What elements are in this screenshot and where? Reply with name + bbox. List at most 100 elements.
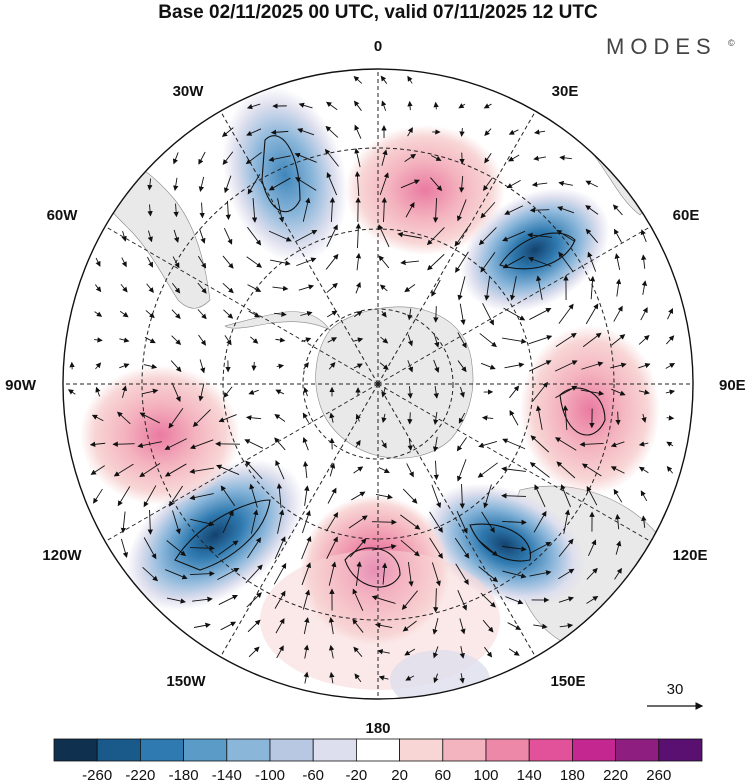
wind-vector — [405, 201, 415, 218]
wind-vector — [610, 362, 627, 369]
wind-vector — [459, 303, 466, 326]
wind-vector — [245, 152, 262, 165]
wind-vector — [529, 207, 550, 213]
wind-vector — [407, 75, 413, 84]
wind-vector — [274, 437, 286, 451]
wind-vector — [430, 177, 443, 192]
wind-vector — [145, 310, 155, 319]
wind-vector — [328, 616, 335, 635]
wind-vector — [274, 311, 287, 317]
wind-vector — [478, 227, 497, 246]
lon-label-150w: 150W — [166, 673, 206, 690]
wind-vector — [554, 360, 578, 372]
wind-vector — [94, 311, 103, 317]
wind-vector — [275, 459, 285, 480]
wind-vector — [198, 176, 205, 192]
wind-vector — [433, 386, 439, 399]
wind-vector — [613, 228, 622, 243]
wind-vector — [431, 562, 441, 587]
wind-vector — [502, 337, 527, 344]
wind-vector — [641, 280, 648, 295]
lon-label-150e: 150E — [550, 673, 585, 690]
wind-vector — [378, 255, 390, 269]
wind-vector — [353, 466, 364, 474]
wind-vector — [329, 462, 336, 477]
wind-vector — [431, 279, 441, 297]
wind-vector — [379, 172, 389, 196]
wind-vector — [297, 128, 315, 136]
wind-vector — [120, 511, 127, 534]
wind-vector — [164, 463, 187, 477]
wind-vector — [586, 567, 598, 580]
colorbar-tick-label: 60 — [434, 767, 451, 783]
wind-vector — [614, 567, 622, 580]
wind-vector — [484, 646, 493, 658]
wind-vector — [433, 306, 439, 323]
wind-vector — [381, 413, 387, 423]
colorbar-swatch — [528, 738, 573, 762]
colorbar-tick-label: -140 — [212, 767, 242, 783]
wind-vector — [586, 596, 599, 604]
wind-vector — [454, 537, 470, 559]
wind-vector — [171, 382, 181, 402]
wind-vector — [166, 597, 186, 604]
wind-vector — [197, 282, 207, 294]
wind-vector — [455, 563, 469, 585]
wind-vector — [94, 337, 103, 343]
wind-vector — [304, 485, 310, 506]
wind-vector — [558, 180, 573, 187]
wind-vector — [459, 646, 465, 659]
wind-vector — [480, 362, 496, 370]
wind-vector — [296, 257, 317, 267]
wind-vector — [303, 617, 310, 635]
wind-vector — [247, 226, 262, 246]
wind-vector — [372, 519, 397, 525]
wind-vector — [427, 253, 445, 271]
meridian-line — [220, 110, 379, 385]
wind-vector — [400, 179, 420, 189]
wind-vector — [529, 462, 550, 478]
wind-vector — [407, 437, 413, 451]
wind-vector — [459, 176, 465, 193]
wind-vector — [404, 648, 416, 656]
wind-vector — [270, 129, 289, 135]
wind-vector — [372, 544, 397, 551]
wind-vector — [348, 515, 368, 529]
wind-vector — [638, 389, 650, 395]
colorbar-swatch — [269, 738, 314, 762]
wind-vector — [456, 199, 467, 222]
wind-vector — [223, 309, 234, 319]
wind-vector — [147, 204, 153, 217]
wind-vector — [459, 618, 466, 635]
wind-vector — [355, 281, 361, 294]
wind-vector — [192, 596, 213, 603]
wind-vector — [555, 437, 577, 451]
wind-vector — [381, 100, 387, 111]
wind-vector — [397, 232, 422, 239]
wind-vector — [641, 413, 647, 423]
wind-vector — [381, 149, 388, 166]
colorbar-tick-label: 20 — [391, 767, 408, 783]
wind-vector — [504, 205, 524, 215]
contour-lines — [174, 135, 606, 588]
wind-vector — [272, 285, 289, 292]
antarctic-peninsula — [224, 311, 331, 331]
wind-vector — [171, 282, 181, 294]
wind-vector — [91, 414, 104, 422]
wind-vector — [456, 437, 468, 452]
meridian-line — [220, 383, 379, 658]
wind-vector — [613, 305, 623, 322]
wind-vector — [328, 561, 337, 586]
wind-vector — [300, 311, 313, 317]
colorbar-tick-label: 100 — [473, 767, 498, 783]
wind-vector — [533, 510, 547, 533]
wind-vector — [120, 283, 128, 293]
wind-vector — [530, 435, 550, 453]
wind-vector — [509, 385, 520, 399]
wind-vector — [247, 284, 262, 292]
wind-vector — [459, 483, 465, 509]
wind-vector — [355, 413, 361, 422]
wind-vector — [429, 537, 443, 559]
wind-vector — [481, 511, 495, 533]
wind-vector — [581, 463, 602, 477]
